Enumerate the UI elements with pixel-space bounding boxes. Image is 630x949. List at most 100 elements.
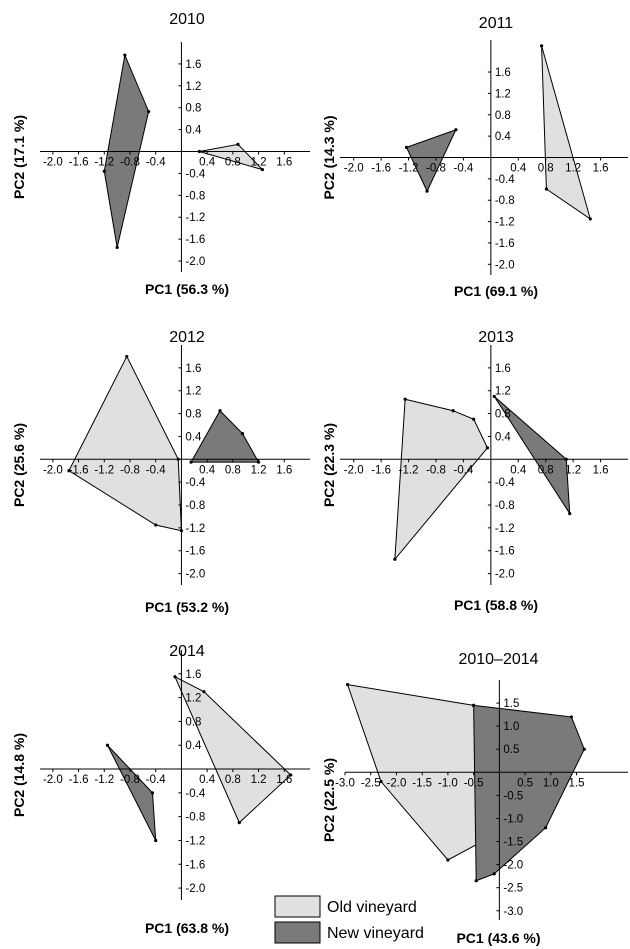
y-tick-label: -2.0 — [503, 860, 523, 872]
vertex — [218, 409, 222, 413]
x-tick-label: 0.5 — [517, 777, 533, 789]
x-axis-label: PC1 (53.2 %) — [145, 599, 229, 615]
vertex — [173, 675, 177, 679]
x-tick-label: 1.6 — [593, 163, 609, 175]
vertex — [105, 743, 110, 747]
y-tick-label: 0.8 — [185, 103, 201, 115]
vertex — [240, 431, 245, 436]
x-tick-label: -1.6 — [69, 157, 89, 169]
x-tick-label: 1.6 — [276, 157, 292, 169]
panel: -2.0 -1.6 -1.2 -0.8 -0.4 0.4 0.8 1.2 1.61.61.20.… — [11, 11, 310, 297]
x-tick-label: 1.6 — [276, 774, 292, 786]
x-tick-label: -0.5 — [464, 777, 484, 789]
vertex — [345, 683, 350, 687]
vertex — [289, 773, 293, 777]
vertex — [154, 838, 158, 843]
y-tick-label: -1.6 — [495, 238, 515, 250]
x-axis-label: PC1 (58.8 %) — [454, 597, 538, 613]
vertex — [472, 417, 476, 421]
hull — [68, 355, 182, 532]
vertex — [115, 245, 119, 249]
x-axis-label: PC1 (43.6 %) — [456, 930, 540, 946]
x-tick-label: -1.6 — [69, 774, 89, 786]
y-tick-label: -2.0 — [185, 883, 205, 895]
y-tick-label: 0.4 — [495, 131, 512, 143]
x-tick-label: -2.0 — [43, 774, 63, 786]
y-tick-label: -0.8 — [185, 500, 205, 512]
x-tick-label: -1.2 — [94, 464, 114, 476]
y-tick-label: -1.2 — [495, 217, 515, 229]
x-tick-label: -2.0 — [43, 464, 63, 476]
vertex — [472, 703, 476, 707]
x-tick-label: 0.4 — [199, 464, 216, 476]
vertex — [485, 446, 490, 450]
x-tick-label: -0.8 — [120, 464, 140, 476]
x-tick-label: -2.0 — [387, 777, 407, 789]
x-tick-label: 0.8 — [225, 464, 241, 476]
x-tick-label: 0.4 — [199, 774, 216, 786]
hull — [405, 128, 457, 193]
vertex — [404, 145, 409, 149]
x-tick-label: -2.0 — [344, 163, 364, 175]
vertex — [125, 354, 129, 359]
vertex — [379, 779, 383, 784]
x-tick-label: 1.6 — [593, 464, 609, 476]
x-tick-label: -0.8 — [120, 774, 140, 786]
y-tick-label: 0.5 — [503, 744, 519, 756]
y-tick-label: 1.6 — [185, 669, 201, 681]
x-axis-label: PC1 (63.8 %) — [145, 920, 229, 936]
x-tick-label: 0.8 — [225, 774, 241, 786]
x-tick-label: 1.2 — [251, 464, 267, 476]
y-tick-label: 1.6 — [495, 67, 511, 79]
y-tick-label: -0.4 — [185, 168, 205, 180]
hull — [107, 744, 157, 841]
y-axis-label: PC2 (22.3 %) — [321, 423, 337, 507]
x-tick-label: 0.8 — [538, 163, 554, 175]
y-tick-label: 0.4 — [185, 740, 202, 752]
x-tick-label: -0.8 — [426, 464, 446, 476]
x-tick-label: -2.5 — [361, 777, 381, 789]
y-tick-label: -0.8 — [185, 190, 205, 202]
y-tick-label: -3.0 — [503, 906, 523, 918]
vertex — [492, 872, 496, 876]
vertex — [568, 511, 572, 516]
y-axis-label: PC2 (14.3 %) — [321, 115, 337, 199]
x-tick-label: -0.8 — [120, 157, 140, 169]
y-tick-label: 1.2 — [185, 693, 201, 705]
x-tick-label: -2.0 — [43, 157, 63, 169]
vertex — [492, 394, 496, 399]
x-tick-label: 0.8 — [538, 464, 554, 476]
y-tick-label: -1.2 — [185, 835, 205, 847]
y-tick-label: -1.2 — [185, 212, 205, 224]
vertex — [454, 128, 458, 132]
x-tick-label: -0.4 — [146, 774, 166, 786]
y-tick-label: -0.8 — [495, 500, 515, 512]
y-axis-label: PC2 (22.5 %) — [321, 758, 337, 842]
y-tick-label: 0.8 — [185, 409, 201, 421]
legend: Old vineyard New vineyard — [274, 895, 424, 944]
y-tick-label: -1.6 — [185, 546, 205, 558]
vertex — [147, 109, 151, 114]
hull — [473, 704, 585, 882]
hull — [394, 398, 489, 561]
panel: -2.0 -1.6 -1.2 -0.8 -0.4 0.4 0.8 1.2 1.61.61.20.… — [11, 329, 310, 615]
vertex — [67, 469, 71, 473]
x-tick-label: 0.4 — [510, 163, 527, 175]
legend-swatch — [274, 895, 321, 918]
y-tick-label: 0.8 — [495, 110, 511, 122]
x-tick-label: 1.6 — [276, 464, 292, 476]
vertex — [237, 821, 241, 825]
y-tick-label: 1.2 — [185, 386, 201, 398]
y-tick-label: -0.5 — [503, 790, 523, 802]
panel-title: 2010–2014 — [458, 651, 538, 668]
x-tick-label: 1.2 — [251, 774, 267, 786]
x-tick-label: -1.2 — [399, 163, 419, 175]
y-tick-label: -0.8 — [185, 812, 205, 824]
vertex — [150, 791, 155, 795]
y-tick-label: 1.2 — [495, 386, 511, 398]
vertex — [260, 167, 265, 172]
y-tick-label: 1.0 — [503, 721, 519, 733]
hull — [199, 143, 265, 171]
y-tick-label: -2.0 — [185, 569, 205, 581]
vertex — [544, 187, 549, 191]
